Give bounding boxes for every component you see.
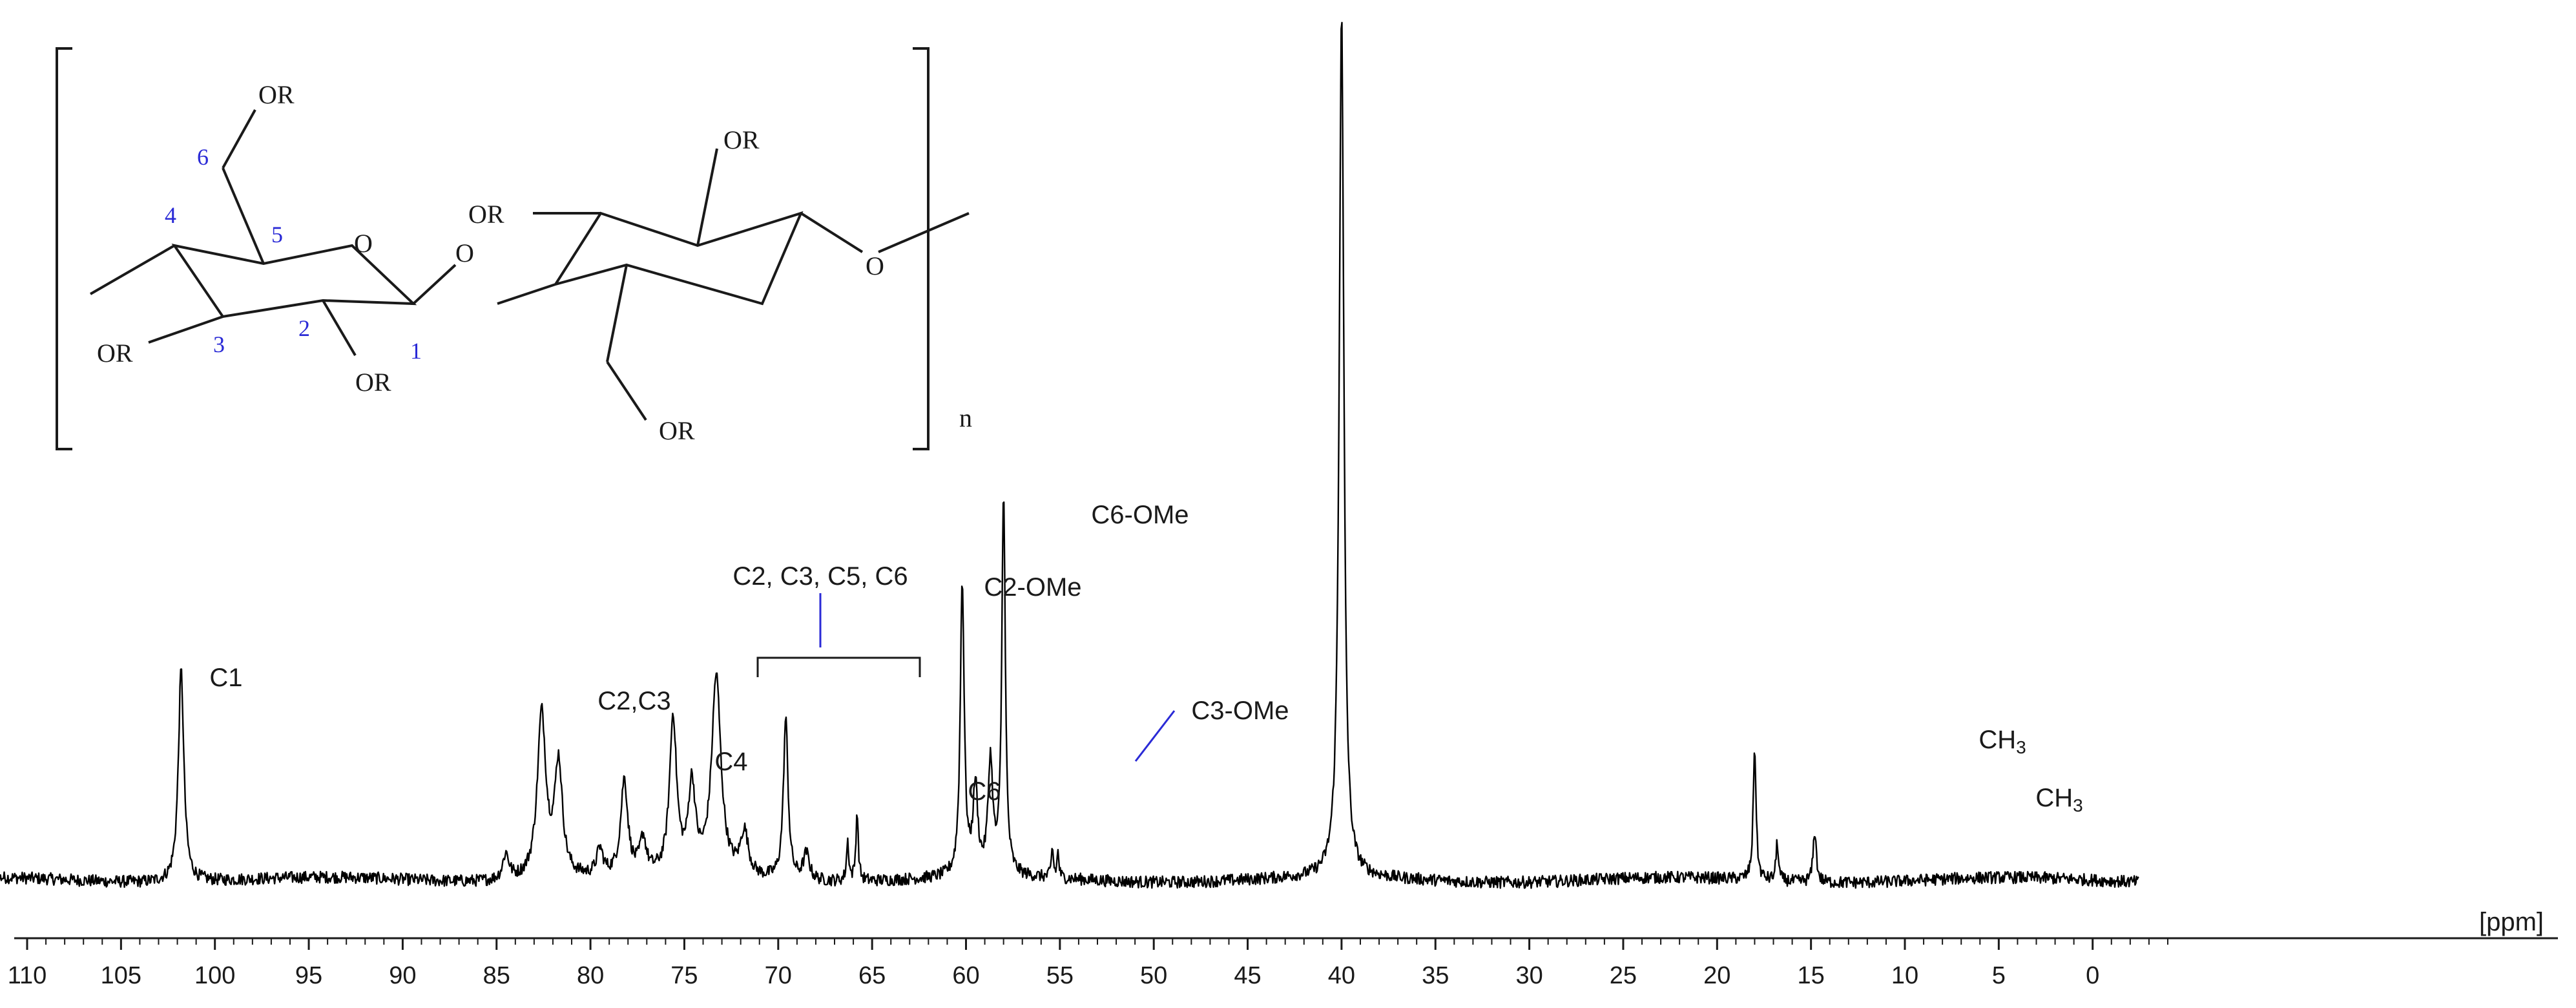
x-axis-ticks [26,938,2168,950]
substituent-label: OR [723,125,760,154]
x-tick-label: 10 [1891,962,1918,989]
x-tick-label: 40 [1328,962,1355,989]
group-bracket [756,656,921,677]
annotation-label: CH3 [2035,784,2083,815]
annotation-label: C2-OMe [984,573,1081,602]
spectrum-line [0,21,2139,889]
annotation-label: C1 [209,664,242,692]
atom-number: 1 [410,338,422,364]
annotation-label: C6-OMe [1091,501,1189,529]
chemical-structure [56,47,970,450]
atom-number: 3 [213,331,225,357]
x-tick-label: 50 [1140,962,1167,989]
substituent-label: OR [97,339,133,368]
x-tick-label: 25 [1610,962,1637,989]
repeat-subscript: n [959,403,972,432]
x-tick-label: 15 [1798,962,1825,989]
annotation-label: C2,C3 [597,687,670,715]
x-tick-label: 60 [952,962,979,989]
substituent-label: OR [659,416,695,445]
x-tick-label: 55 [1046,962,1074,989]
x-axis-label: [ppm] [2479,908,2544,936]
x-tick-label: 95 [295,962,322,989]
ring-oxygen-label: O [354,229,373,258]
x-tick-label: 30 [1515,962,1542,989]
x-tick-label: 45 [1234,962,1261,989]
x-tick-label: 65 [858,962,886,989]
x-tick-label: 70 [765,962,792,989]
c3-ome-leader-line [1134,710,1176,762]
annotation-label: C6 [968,777,1001,806]
annotation-label: C3-OMe [1191,697,1289,725]
structure-labels: OR OR OR OR OR OR O O O n 1 2 3 4 5 6 [97,80,972,445]
x-axis-tick-labels: 110 105 100 95 90 85 80 75 70 65 60 55 50 45 40 35 30 25 2… [8,962,2100,989]
right-ring [497,211,804,306]
x-tick-label: 105 [101,962,141,989]
annotation-label: C4 [714,748,747,776]
x-tick-label: 5 [1992,962,2006,989]
annotation-label: CH3 [1979,726,2026,757]
annotation-label: C2, C3, C5, C6 [732,562,908,591]
atom-number: 2 [298,315,310,341]
x-tick-label: 75 [670,962,698,989]
substituent-label: OR [468,200,504,229]
x-tick-label: 35 [1422,962,1449,989]
substituent-label: OR [355,368,391,397]
x-tick-label: 110 [8,962,47,989]
x-tick-label: 85 [483,962,510,989]
x-tick-label: 0 [2086,962,2099,989]
left-ring [171,244,417,319]
x-tick-label: 80 [577,962,604,989]
x-tick-label: 20 [1703,962,1730,989]
right-bracket [913,47,930,450]
linkage-oxygen-label: O [866,251,884,280]
atom-number: 4 [165,202,176,228]
atom-number: 6 [197,144,209,170]
peak-annotations: C1 C2,C3 C4 C2, C3, C5, C6 C6 C2-OMe C6-… [209,501,2083,815]
atom-number: 5 [271,222,283,247]
left-bracket [56,47,72,450]
linkage-oxygen-label: O [455,238,474,268]
x-axis: 110 105 100 95 90 85 80 75 70 65 60 55 50 45 40 35 30 25 2… [8,908,2558,989]
substituent-label: OR [258,80,295,109]
x-tick-label: 90 [389,962,416,989]
x-tick-label: 100 [194,962,235,989]
